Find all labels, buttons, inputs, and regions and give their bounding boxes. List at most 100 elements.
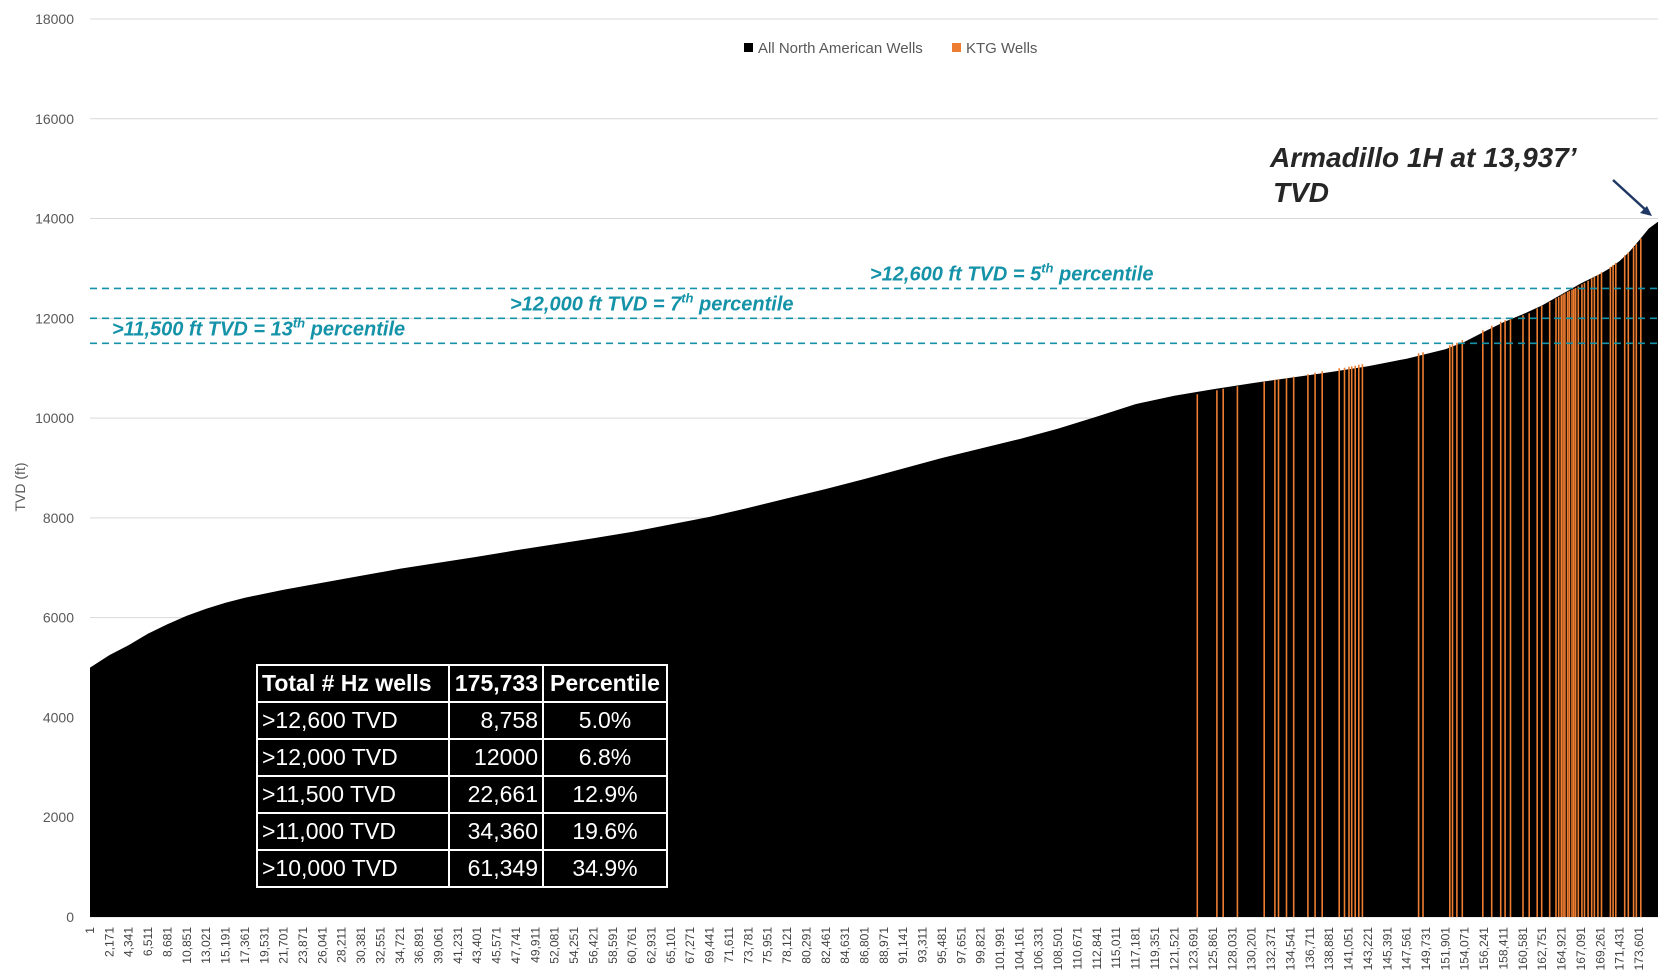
- x-tick-label: 2,171: [102, 927, 116, 957]
- x-tick-label: 28,211: [335, 927, 349, 963]
- x-tick-label: 80,291: [799, 927, 813, 964]
- x-tick-label: 39,061: [432, 927, 446, 964]
- x-tick-label: 62,931: [645, 927, 659, 964]
- x-tick-label: 88,971: [877, 927, 891, 964]
- y-tick-label: 2000: [43, 809, 74, 825]
- x-tick-label: 108,501: [1051, 927, 1065, 971]
- x-tick-label: 41,231: [451, 927, 465, 964]
- x-tick-label: 67,271: [683, 927, 697, 964]
- percentile-label: >11,500 ft TVD = 13th percentile: [112, 315, 405, 340]
- row-count: 34,360: [448, 812, 544, 851]
- x-tick-label: 164,921: [1555, 927, 1569, 971]
- x-tick-label: 6,511: [141, 927, 155, 956]
- x-tick-label: 49,911: [528, 927, 542, 963]
- x-tick-label: 78,121: [780, 927, 794, 964]
- x-tick-label: 169,261: [1593, 927, 1607, 971]
- x-tick-label: 106,331: [1032, 927, 1046, 971]
- row-percentile: 12.9%: [542, 775, 668, 814]
- percentile-label: >12,000 ft TVD = 7th percentile: [510, 290, 794, 315]
- x-tick-label: 17,361: [238, 927, 252, 964]
- legend-label-ktg-wells: KTG Wells: [966, 40, 1037, 57]
- x-tick-label: 160,581: [1516, 927, 1530, 971]
- x-tick-label: 112,841: [1090, 927, 1104, 970]
- x-tick-label: 143,221: [1361, 927, 1375, 971]
- x-tick-label: 156,241: [1477, 927, 1491, 971]
- table-row: >11,000 TVD 34,360 19.6%: [256, 812, 668, 851]
- callout-line-1: Armadillo 1H at 13,937’: [1269, 142, 1578, 173]
- armadillo-callout: Armadillo 1H at 13,937’ TVD: [1269, 142, 1652, 216]
- callout-arrow-head: [1640, 206, 1652, 216]
- x-tick-label: 138,881: [1322, 927, 1336, 971]
- x-tick-label: 43,401: [470, 927, 484, 964]
- x-tick-label: 132,371: [1264, 927, 1278, 971]
- y-tick-label: 6000: [43, 610, 74, 626]
- x-tick-label: 47,741: [509, 927, 523, 964]
- row-percentile: 6.8%: [542, 738, 668, 777]
- x-tick-label: 54,251: [567, 927, 581, 964]
- legend-swatch-all-wells: [744, 43, 753, 52]
- x-tick-label: 58,591: [606, 927, 620, 964]
- x-tick-label: 167,091: [1574, 927, 1588, 971]
- x-tick-label: 56,421: [586, 927, 600, 964]
- y-tick-label: 18000: [35, 11, 74, 27]
- summary-header-row: Total # Hz wells 175,733 Percentile: [256, 664, 668, 703]
- x-tick-label: 69,441: [703, 927, 717, 964]
- y-tick-label: 4000: [43, 709, 74, 725]
- x-tick-label: 173,601: [1632, 927, 1646, 971]
- summary-table: Total # Hz wells 175,733 Percentile >12,…: [256, 664, 668, 888]
- y-tick-label: 14000: [35, 211, 74, 227]
- x-tick-label: 36,891: [412, 927, 426, 964]
- x-tick-label: 32,551: [373, 927, 387, 964]
- x-tick-label: 128,031: [1225, 927, 1239, 971]
- x-tick-label: 147,561: [1400, 927, 1414, 971]
- x-tick-label: 145,391: [1380, 927, 1394, 971]
- row-percentile: 19.6%: [542, 812, 668, 851]
- callout-line-2: TVD: [1273, 177, 1329, 208]
- legend: All North American Wells KTG Wells: [744, 40, 1037, 57]
- x-tick-label: 60,761: [625, 927, 639, 964]
- x-tick-label: 71,611: [722, 927, 736, 963]
- ktg-wells-bars: [1196, 238, 1642, 917]
- x-tick-label: 8,681: [160, 927, 174, 957]
- row-count: 61,349: [448, 849, 544, 888]
- x-tick-label: 84,631: [838, 927, 852, 964]
- x-tick-label: 123,691: [1187, 927, 1201, 971]
- y-tick-label: 12000: [35, 310, 74, 326]
- x-tick-label: 13,021: [199, 927, 213, 964]
- x-tick-label: 110,671: [1071, 927, 1085, 970]
- y-tick-label: 16000: [35, 111, 74, 127]
- x-tick-label: 73,781: [741, 927, 755, 964]
- legend-label-all-wells: All North American Wells: [758, 40, 923, 57]
- x-tick-label: 65,101: [664, 927, 678, 964]
- percentile-label: >12,600 ft TVD = 5th percentile: [870, 260, 1154, 285]
- summary-header-label: Total # Hz wells: [256, 664, 450, 703]
- row-percentile: 5.0%: [542, 701, 668, 740]
- y-tick-label: 0: [66, 909, 74, 925]
- x-tick-label: 91,141: [896, 927, 910, 964]
- y-tick-label: 8000: [43, 510, 74, 526]
- x-tick-label: 136,711: [1303, 927, 1317, 970]
- x-tick-label: 21,701: [277, 927, 291, 964]
- x-tick-label: 86,801: [858, 927, 872, 964]
- x-tick-label: 19,531: [257, 927, 271, 964]
- row-threshold: >12,000 TVD: [256, 738, 450, 777]
- x-tick-label: 99,821: [974, 927, 988, 964]
- x-tick-label: 141,051: [1342, 927, 1356, 971]
- x-tick-label: 171,431: [1613, 927, 1627, 971]
- x-tick-label: 26,041: [315, 927, 329, 964]
- x-tick-label: 104,161: [1012, 927, 1026, 971]
- x-tick-label: 34,721: [393, 927, 407, 964]
- legend-swatch-ktg-wells: [952, 43, 961, 52]
- x-tick-label: 95,481: [935, 927, 949, 964]
- callout-arrow: [1612, 179, 1649, 213]
- x-tick-label: 30,381: [354, 927, 368, 964]
- row-threshold: >11,000 TVD: [256, 812, 450, 851]
- x-tick-label: 125,861: [1206, 927, 1220, 971]
- x-tick-label: 101,991: [993, 927, 1007, 971]
- x-tick-label: 1: [83, 927, 97, 934]
- x-tick-label: 52,081: [548, 927, 562, 964]
- x-tick-label: 45,571: [490, 927, 504, 964]
- table-row: >10,000 TVD 61,349 34.9%: [256, 849, 668, 888]
- summary-header-percentile: Percentile: [542, 664, 668, 703]
- x-tick-label: 158,411: [1496, 927, 1510, 970]
